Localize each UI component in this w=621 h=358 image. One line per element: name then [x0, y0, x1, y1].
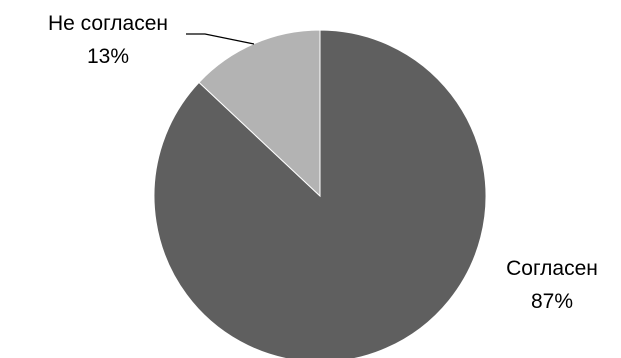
pie-slice-0 [153, 29, 487, 358]
label-ne-soglasen-name: Не согласен [48, 12, 168, 35]
label-ne-soglasen-pct: 13% [87, 45, 129, 68]
leader-line-ne-soglasen [186, 33, 255, 45]
label-soglasen-pct: 87% [531, 290, 573, 313]
pie-slice-1 [198, 29, 321, 198]
label-soglasen-name: Согласен [506, 257, 598, 280]
